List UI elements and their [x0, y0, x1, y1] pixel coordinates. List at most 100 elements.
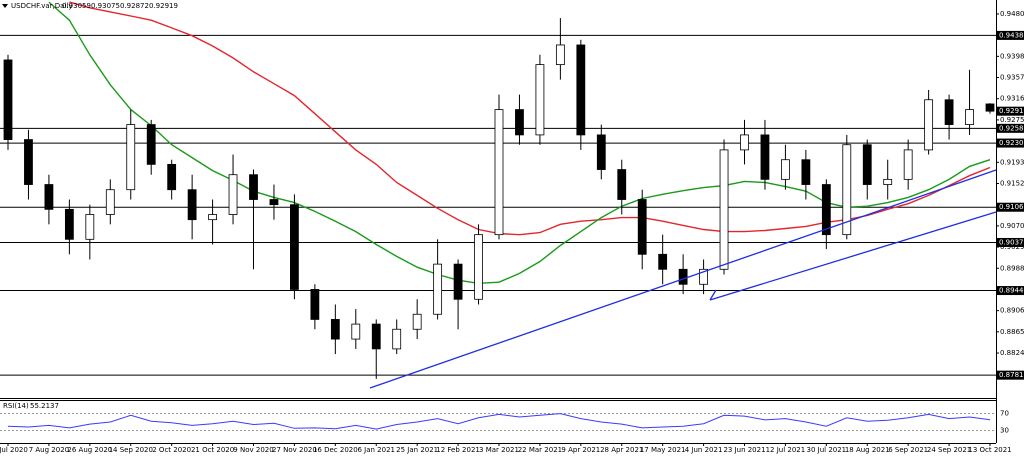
- rsi-tick-label: 30: [1000, 426, 1009, 434]
- x-tick-label: 13 Oct 2021: [968, 446, 1011, 454]
- header-open: 0.93059: [62, 2, 91, 10]
- candle-body: [392, 328, 402, 350]
- candle-body: [903, 149, 913, 180]
- level-label: 0.89449: [999, 287, 1024, 295]
- candle-body: [64, 208, 74, 240]
- level-label-box: [997, 237, 1024, 247]
- rsi-tick-label: 70: [1000, 410, 1009, 418]
- candle-body: [801, 159, 811, 185]
- candle-body: [678, 268, 688, 285]
- candle-body: [3, 59, 13, 140]
- candle-body: [637, 199, 647, 255]
- level-label-box: [997, 138, 1024, 148]
- candle-body: [781, 159, 790, 180]
- candle-body: [842, 144, 852, 236]
- level-label: 0.90379: [999, 238, 1024, 246]
- candle-body: [494, 109, 504, 236]
- candle-body: [208, 214, 217, 221]
- candle-body: [187, 189, 197, 221]
- candle-body: [821, 184, 831, 236]
- candle-body: [85, 214, 95, 240]
- x-tick-label: 22 Mar 2021: [518, 446, 562, 454]
- candle-body: [433, 263, 443, 315]
- candle-body: [576, 44, 586, 136]
- candle-body: [596, 134, 606, 170]
- candle-body: [249, 174, 258, 200]
- candle-body: [740, 134, 749, 151]
- x-tick-label: 23 Jun 2021: [723, 446, 765, 454]
- candle-body: [44, 184, 54, 210]
- level-label: 0.92302: [999, 139, 1024, 147]
- candle-body: [146, 124, 156, 165]
- level-label-box: [997, 123, 1024, 133]
- x-tick-label: 27 Nov 2020: [272, 446, 317, 454]
- candle-body: [965, 109, 974, 125]
- candle-body: [535, 64, 545, 136]
- x-tick-label: 21 Oct 2020: [191, 446, 234, 454]
- candle-body: [24, 139, 33, 185]
- trend-line: [369, 169, 997, 389]
- level-label: 0.94385: [999, 31, 1024, 39]
- trend-line: [709, 211, 997, 301]
- x-tick-label: 17 May 2021: [640, 446, 686, 454]
- x-tick-label: 30 Jul 2021: [807, 446, 847, 454]
- candle-body: [719, 149, 729, 270]
- candle-body: [515, 109, 524, 136]
- x-tick-label: 9 Apr 2021: [561, 446, 600, 454]
- x-tick-label: 14 Sep 2020: [109, 446, 153, 454]
- candle-body: [658, 253, 668, 270]
- rsi-line: [7, 413, 991, 430]
- header-low: 0.92872: [120, 2, 149, 10]
- candle-body: [617, 169, 627, 200]
- x-tick-label: 12 Feb 2021: [436, 446, 480, 454]
- candle-body: [371, 323, 381, 350]
- header-high: 0.93075: [91, 2, 120, 10]
- candle-body: [310, 289, 320, 320]
- x-tick-label: 25 Jan 2021: [396, 446, 438, 454]
- x-tick-label: 24 Sep 2021: [927, 446, 971, 454]
- level-label-box: [997, 202, 1024, 212]
- x-tick-label: 2 Oct 2020: [152, 446, 191, 454]
- x-tick-label: 16 Dec 2020: [313, 446, 358, 454]
- x-tick-label: 20 Jul 2020: [0, 446, 28, 454]
- level-label: 0.92587: [999, 124, 1024, 132]
- chart-title: USDCHF.var,Daily: [11, 2, 72, 10]
- candle-body: [883, 178, 893, 185]
- x-tick-label: 6 Sep 2021: [888, 446, 928, 454]
- x-tick-label: 7 Aug 2020: [29, 446, 69, 454]
- level-label: 0.91061: [999, 203, 1024, 211]
- candle-body: [126, 124, 136, 191]
- candle-body: [699, 268, 708, 285]
- candle-body: [269, 199, 279, 206]
- level-label-box: [997, 30, 1024, 40]
- candle-body: [474, 234, 483, 300]
- x-tick-label: 28 Apr 2021: [600, 446, 643, 454]
- price-label-box: [997, 106, 1024, 116]
- moving-average: [48, 1, 991, 285]
- x-tick-label: 26 Aug 2020: [67, 446, 112, 454]
- level-label: 0.87812: [999, 371, 1024, 379]
- x-tick-label: 18 Aug 2021: [845, 446, 890, 454]
- menu-icon: [2, 4, 8, 8]
- candle-body: [944, 99, 954, 125]
- candle-body: [330, 319, 340, 340]
- price-label: 0.92919: [999, 107, 1024, 115]
- rsi-value: 55.2137: [30, 402, 59, 410]
- candle-body: [290, 204, 299, 290]
- candle-body: [412, 313, 422, 330]
- x-tick-label: 12 Jul 2021: [766, 446, 806, 454]
- candle-body: [228, 174, 238, 215]
